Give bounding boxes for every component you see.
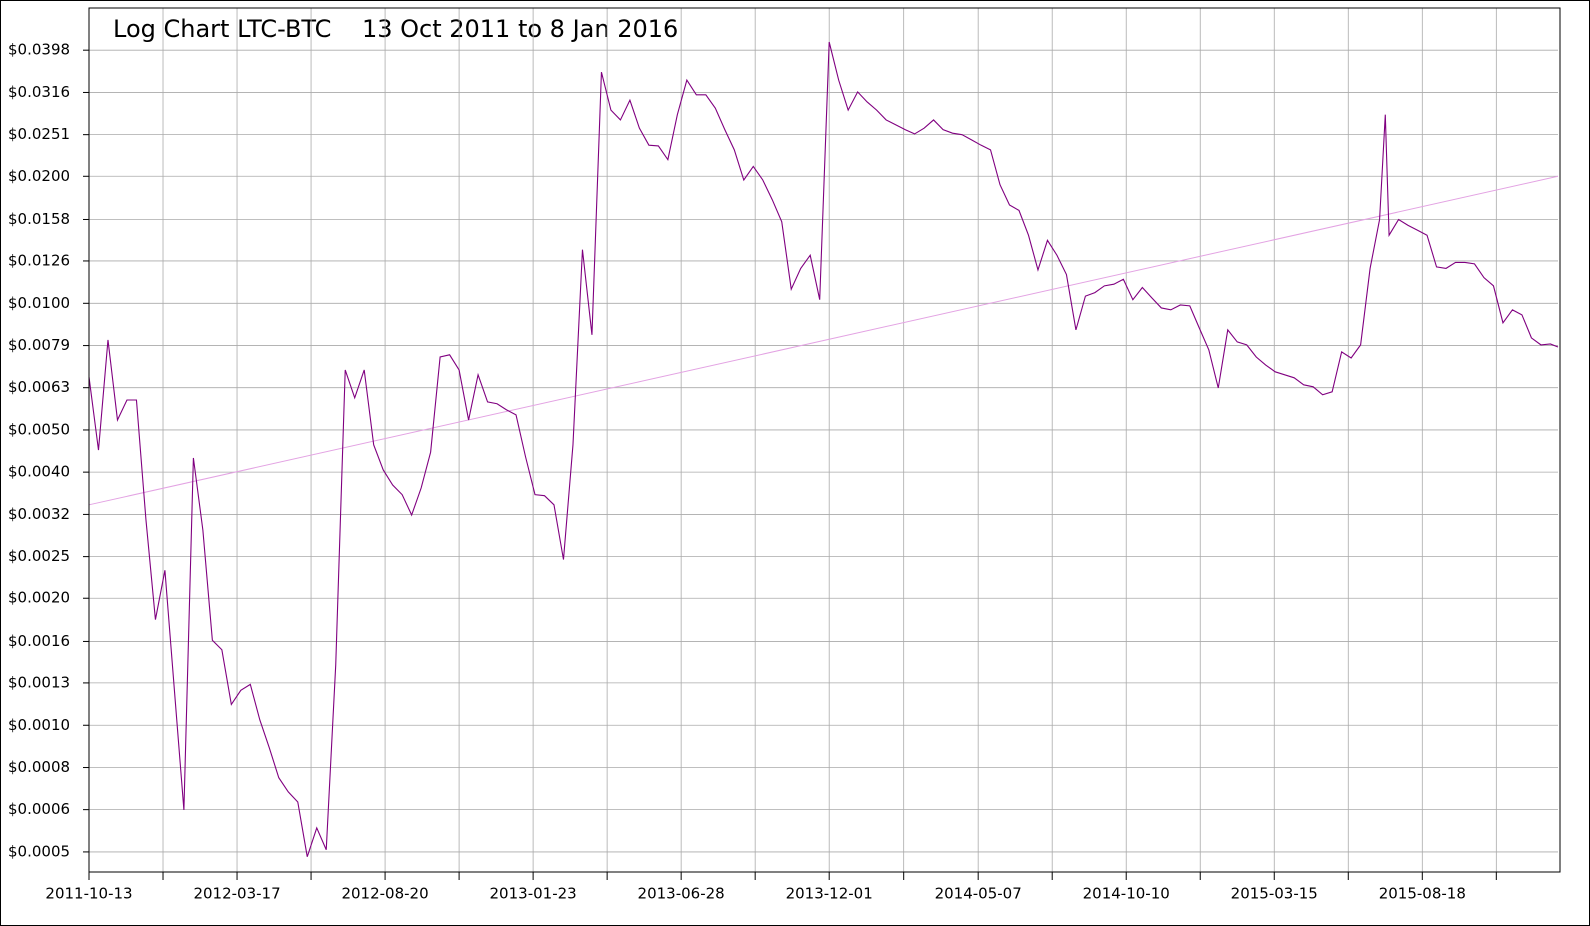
y-tick-label: $0.0032	[8, 505, 70, 523]
y-tick-label: $0.0251	[8, 125, 70, 143]
x-tick-label: 2015-08-18	[1379, 885, 1466, 903]
y-tick-label: $0.0050	[8, 420, 70, 438]
y-tick-label: $0.0016	[8, 632, 70, 650]
plot-border	[88, 7, 1561, 873]
y-tick-label: $0.0079	[8, 336, 70, 354]
y-tick-label: $0.0025	[8, 547, 70, 565]
y-tick-label: $0.0200	[8, 167, 70, 185]
y-tick-label: $0.0006	[8, 800, 70, 818]
x-tick-label: 2015-03-15	[1231, 885, 1318, 903]
trend-line	[88, 175, 1559, 506]
x-tick-label: 2012-08-20	[341, 885, 428, 903]
y-tick-label: $0.0158	[8, 210, 70, 228]
y-tick-label: $0.0008	[8, 758, 70, 776]
y-tick-label: $0.0398	[8, 41, 70, 59]
x-tick-label: 2014-10-10	[1083, 885, 1170, 903]
y-tick-label: $0.0010	[8, 716, 70, 734]
x-tick-label: 2013-01-23	[490, 885, 577, 903]
y-tick-label: $0.0005	[8, 842, 70, 860]
x-tick-label: 2014-05-07	[935, 885, 1022, 903]
y-tick-label: $0.0020	[8, 589, 70, 607]
y-tick-label: $0.0040	[8, 463, 70, 481]
price-line	[88, 41, 1559, 857]
x-tick-label: 2013-12-01	[786, 885, 873, 903]
y-tick-label: $0.0013	[8, 673, 70, 691]
y-tick-label: $0.0063	[8, 378, 70, 396]
y-tick-label: $0.0316	[8, 83, 70, 101]
x-tick-label: 2013-06-28	[638, 885, 725, 903]
x-tick-label: 2012-03-17	[193, 885, 280, 903]
chart-title: Log Chart LTC-BTC 13 Oct 2011 to 8 Jan 2…	[113, 15, 678, 43]
y-tick-label: $0.0126	[8, 251, 70, 269]
x-tick-label: 2011-10-13	[45, 885, 132, 903]
y-tick-label: $0.0100	[8, 294, 70, 312]
